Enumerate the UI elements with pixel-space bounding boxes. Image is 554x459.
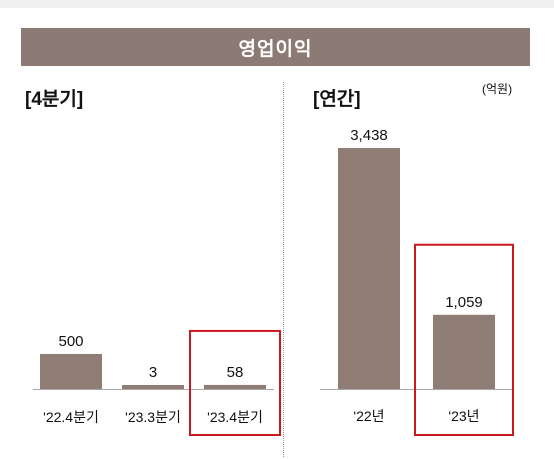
quarterly-category-label-1: '22.4분기 [43,409,99,425]
quarterly-value-label-1: 500 [58,333,83,350]
top-strip [0,0,554,8]
quarterly-section-title: [4분기] [25,89,84,110]
unit-label: (억원) [482,82,513,96]
quarterly-highlight-box [189,329,281,436]
quarterly-category-label-3: '23.4분기 [207,409,263,425]
annual-category-label-1: '22년 [353,408,384,424]
chart-header-title: 영업이익 [238,38,313,60]
quarterly-value-label-2: 3 [149,364,157,381]
annual-value-label-1: 3,438 [350,127,388,144]
annual-bar-2 [433,314,495,389]
quarterly-bar-1 [40,353,102,389]
annual-highlight-box [414,243,514,436]
quarterly-value-label-3: 58 [227,364,244,381]
annual-bar-1 [338,148,400,389]
chart-header: 영업이익 [21,28,530,66]
annual-value-label-2: 1,059 [445,294,483,311]
quarterly-bar-2 [122,385,184,389]
annual-section-title: [연간] [313,89,361,110]
annual-category-label-2: '23년 [448,408,479,424]
section-divider [283,82,284,457]
quarterly-category-label-2: '23.3분기 [125,409,181,425]
quarterly-bar-3 [204,384,266,389]
